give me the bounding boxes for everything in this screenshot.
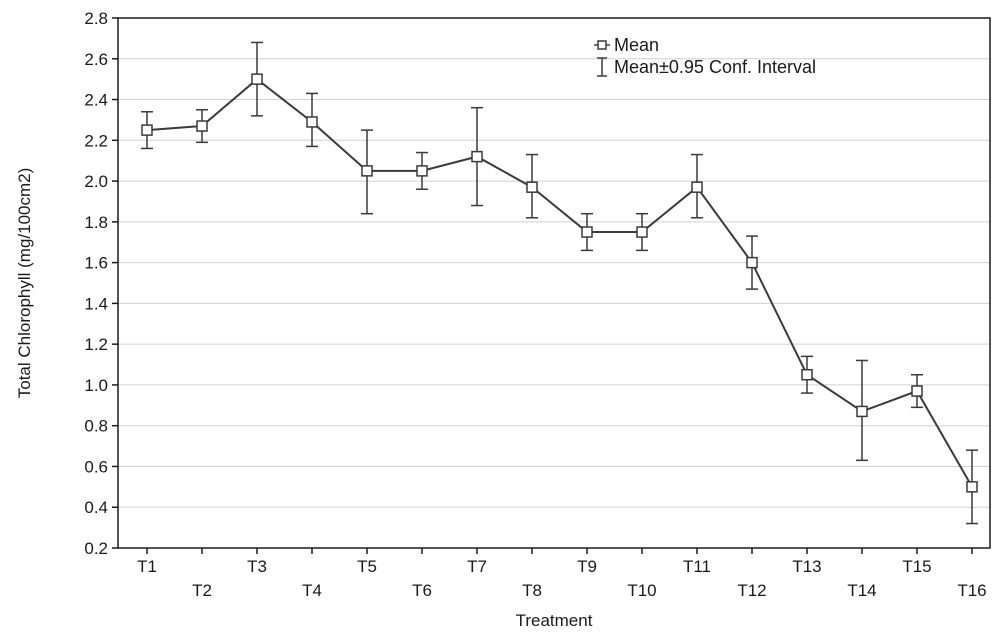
- y-tick-label: 2.6: [84, 50, 108, 69]
- legend-entry-mean: Mean: [614, 35, 659, 55]
- x-axis-ticks: T1 T2 T3 T4 T5 T6 T7 T8 T9 T10 T11 T12 T13 T14 T15 T16: [137, 548, 987, 600]
- x-tick-label: T15: [902, 557, 931, 576]
- x-axis-title: Treatment: [516, 611, 593, 630]
- x-tick-label: T10: [627, 581, 656, 600]
- y-tick-label: 1.8: [84, 213, 108, 232]
- x-tick-label: T3: [247, 557, 267, 576]
- x-tick-label: T13: [792, 557, 821, 576]
- data-point-marker: [691, 181, 703, 193]
- x-tick-label: T8: [522, 581, 542, 600]
- data-point-marker: [801, 368, 813, 381]
- data-point-marker: [196, 120, 208, 132]
- data-point-marker: [306, 116, 318, 128]
- data-point-marker: [746, 256, 758, 269]
- y-tick-label: 2.8: [84, 9, 108, 28]
- x-tick-label: T4: [302, 581, 322, 600]
- y-tick-label: 2.2: [84, 131, 108, 150]
- data-point-marker: [141, 124, 153, 136]
- y-tick-label: 0.4: [84, 498, 108, 517]
- x-tick-label: T16: [957, 581, 986, 600]
- data-markers: [141, 73, 978, 493]
- y-tick-label: 1.0: [84, 376, 108, 395]
- data-point-marker: [911, 385, 923, 397]
- x-tick-label: T2: [192, 581, 212, 600]
- error-bars: [141, 41, 978, 525]
- x-tick-label: T9: [577, 557, 597, 576]
- data-point-marker: [966, 481, 978, 493]
- y-tick-label: 2.4: [84, 91, 108, 110]
- y-axis-title: Total Chlorophyll (mg/100cm2): [15, 168, 34, 399]
- y-tick-label: 0.8: [84, 417, 108, 436]
- x-tick-label: T11: [683, 557, 711, 576]
- y-tick-label: 0.2: [84, 539, 108, 558]
- data-point-marker: [361, 165, 373, 177]
- data-point-marker: [251, 73, 263, 85]
- data-point-marker: [526, 181, 538, 193]
- x-tick-label: T7: [467, 557, 487, 576]
- legend-ci-symbol: [597, 57, 607, 77]
- y-tick-label: 1.4: [84, 294, 108, 313]
- data-point-marker: [581, 226, 593, 238]
- grid-lines: [118, 58, 990, 508]
- legend-mean-symbol: [594, 40, 610, 50]
- data-point-marker: [471, 150, 483, 163]
- plot-frame: [117, 17, 991, 549]
- x-tick-label: T5: [357, 557, 377, 576]
- y-tick-label: 0.6: [84, 457, 108, 476]
- series-line-mean: [146, 77, 973, 488]
- y-axis-ticks: 0.2 0.4 0.6 0.8 1.0 1.2 1.4 1.6 1.8 2.0 2.2 2.4 2.6 2…: [84, 9, 118, 558]
- y-tick-label: 1.2: [84, 335, 108, 354]
- legend: Mean Mean±0.95 Conf. Interval: [594, 35, 816, 77]
- data-point-marker: [416, 165, 428, 177]
- x-tick-label: T1: [137, 557, 157, 576]
- data-point-marker: [856, 405, 868, 418]
- x-tick-label: T14: [847, 581, 876, 600]
- legend-entry-ci: Mean±0.95 Conf. Interval: [614, 57, 816, 77]
- data-point-marker: [636, 226, 648, 238]
- y-tick-label: 1.6: [84, 254, 108, 273]
- y-tick-label: 2.0: [84, 172, 108, 191]
- x-tick-label: T12: [737, 581, 766, 600]
- x-tick-label: T6: [412, 581, 432, 600]
